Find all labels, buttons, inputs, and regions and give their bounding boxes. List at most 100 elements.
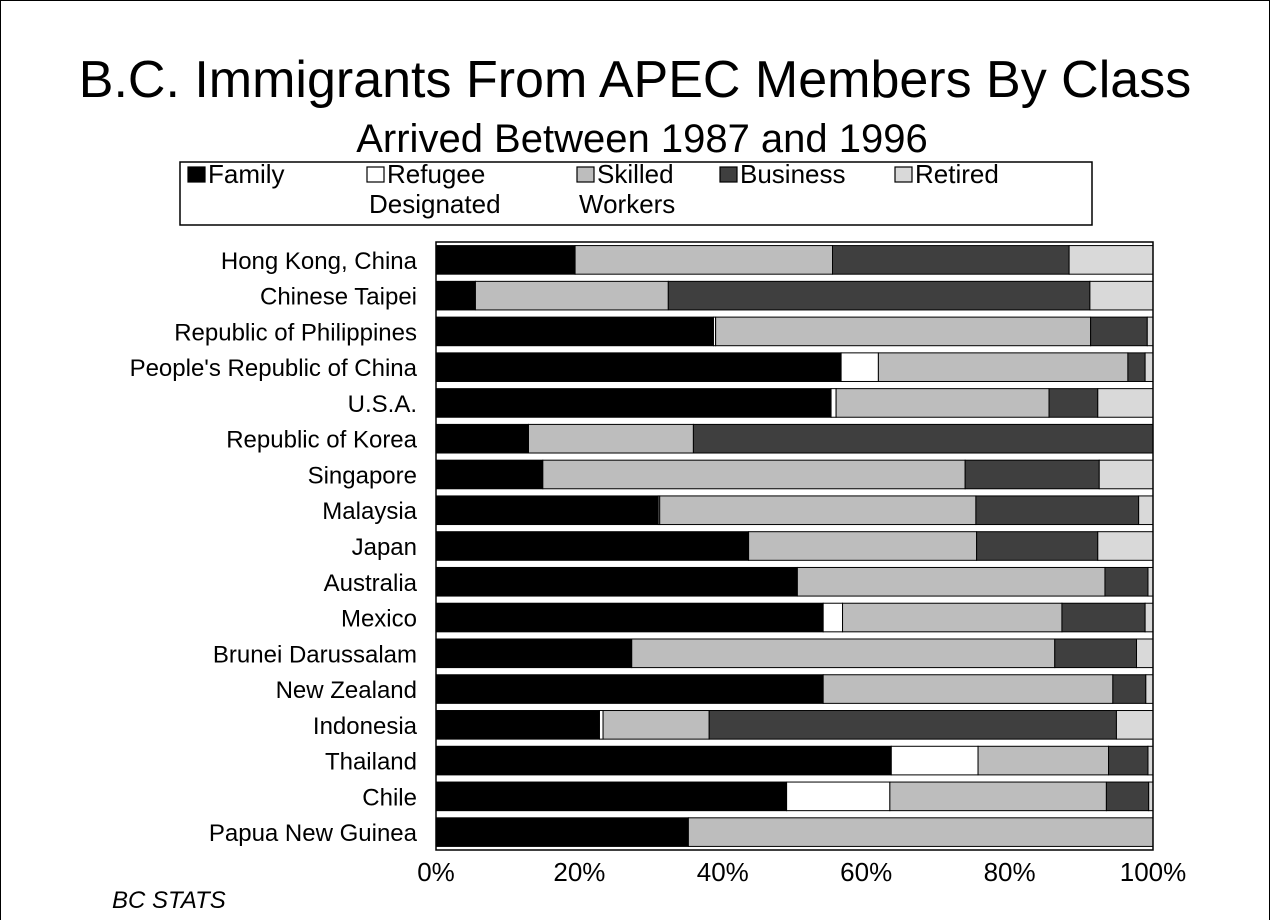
bar-segment-thailand-business (1108, 745, 1149, 776)
x-tick-label-0: 0% (417, 857, 455, 887)
bar-segment-brunei-darussalam-business (1054, 638, 1138, 669)
category-label-malaysia: Malaysia (322, 498, 417, 525)
bar-segment-singapore-skilled-workers (542, 459, 966, 490)
bar-segment-thailand-skilled-workers (977, 745, 1110, 776)
legend-label-retired: Retired (915, 159, 999, 189)
category-label-mexico: Mexico (341, 606, 417, 633)
bar-segment-chinese-taipei-business (667, 280, 1091, 311)
x-axis-tick-labels: 0% 20% 40% 60% 80% 100% (417, 857, 1186, 887)
bar-segment-republic-of-korea-business (692, 423, 1154, 454)
x-tick-label-5: 100% (1120, 857, 1187, 887)
bar-segment-japan-skilled-workers (748, 531, 978, 561)
legend-label-skilled-workers-line2: Workers (579, 189, 675, 219)
bar-segment-chile-refugee-designated (786, 781, 891, 812)
legend-swatch-retired (894, 166, 913, 183)
category-label-new-zealand: New Zealand (276, 677, 417, 704)
category-label-papua-new-guinea: Papua New Guinea (209, 820, 418, 847)
bar-segment-mexico-business (1061, 602, 1146, 633)
bar-segment-brunei-darussalam-skilled-workers (631, 638, 1056, 669)
category-label-japan: Japan (352, 534, 417, 561)
legend-swatch-skilled-workers (576, 166, 595, 183)
bar-segment-brunei-darussalam-family (435, 638, 633, 669)
bar-segment-japan-family (435, 531, 750, 561)
bar-segment-u-s-a-skilled-workers (835, 388, 1050, 418)
category-label-hong-kong-china: Hong Kong, China (221, 248, 418, 275)
plot-area-border (435, 241, 1154, 851)
category-label-chile: Chile (362, 784, 417, 811)
bar-segment-republic-of-philippines-family (435, 316, 714, 347)
bar-segment-republic-of-korea-family (435, 423, 529, 454)
bar-segment-japan-business (976, 531, 1099, 561)
bar-segment-indonesia-skilled-workers (602, 710, 710, 740)
bar-segment-indonesia-business (708, 710, 1117, 740)
bar-segment-mexico-skilled-workers (842, 602, 1063, 633)
bar-segment-u-s-a-family (435, 388, 832, 418)
bar-segment-thailand-family (435, 745, 892, 776)
bar-segment-u-s-a-business (1048, 388, 1099, 418)
legend-label-refugee-designated-line2: Designated (369, 189, 501, 219)
bar-segment-australia-family (435, 566, 798, 597)
bar-segment-hong-kong-china-business (832, 245, 1070, 275)
legend-label-business: Business (740, 159, 846, 189)
chart-subtitle: Arrived Between 1987 and 1996 (356, 117, 928, 161)
bar-segment-people-s-republic-of-china-retired (1144, 352, 1154, 382)
bar-segment-chile-business (1105, 781, 1150, 812)
bar-segment-malaysia-skilled-workers (659, 495, 977, 526)
bar-segment-papua-new-guinea-family (435, 817, 689, 847)
bar-segment-u-s-a-refugee-designated (830, 388, 837, 418)
source-label: BC STATS (112, 887, 226, 914)
bar-segment-chinese-taipei-skilled-workers (474, 280, 669, 311)
legend-box (179, 161, 1093, 226)
bar-segment-mexico-refugee-designated (822, 602, 844, 633)
legend-swatch-business (719, 166, 738, 183)
bar-segment-new-zealand-family (435, 674, 824, 704)
bar-segment-singapore-retired (1098, 459, 1154, 490)
chart-title: B.C. Immigrants From APEC Members By Cla… (79, 51, 1191, 109)
x-tick-label-2: 40% (697, 857, 749, 887)
bar-segment-republic-of-philippines-retired (1146, 316, 1154, 347)
bars (435, 245, 1154, 847)
bar-segment-thailand-refugee-designated (890, 745, 979, 776)
bar-segment-mexico-retired (1144, 602, 1154, 633)
bar-segment-singapore-family (435, 459, 544, 490)
category-label-indonesia: Indonesia (313, 713, 418, 740)
category-label-republic-of-philippines: Republic of Philippines (174, 319, 417, 346)
bar-segment-republic-of-philippines-business (1090, 316, 1148, 347)
bar-segment-malaysia-family (435, 495, 659, 526)
bar-segment-indonesia-family (435, 710, 600, 740)
x-tick-label-3: 60% (840, 857, 892, 887)
legend-swatch-refugee-designated (366, 166, 385, 183)
bar-segment-chinese-taipei-family (435, 280, 476, 311)
bar-segment-japan-retired (1097, 531, 1154, 561)
legend-label-refugee-designated: Refugee (387, 159, 485, 189)
legend-swatch-family (187, 166, 206, 183)
bar-segment-new-zealand-skilled-workers (822, 674, 1114, 704)
bar-segment-malaysia-retired (1138, 495, 1154, 526)
bar-segment-people-s-republic-of-china-family (435, 352, 842, 382)
bar-segment-people-s-republic-of-china-refugee-designated (840, 352, 879, 382)
bar-segment-indonesia-retired (1115, 710, 1154, 740)
bar-segment-hong-kong-china-family (435, 245, 576, 275)
bar-segment-australia-skilled-workers (796, 566, 1106, 597)
bar-segment-brunei-darussalam-retired (1136, 638, 1154, 669)
category-labels: Hong Kong, China Chinese Taipei Republic o… (130, 248, 418, 847)
bar-segment-new-zealand-business (1112, 674, 1147, 704)
bar-segment-chile-family (435, 781, 788, 812)
bar-segment-people-s-republic-of-china-skilled-workers (877, 352, 1129, 382)
category-label-australia: Australia (324, 570, 418, 597)
bar-segment-chinese-taipei-retired (1089, 280, 1154, 311)
category-label-republic-of-korea: Republic of Korea (226, 427, 417, 454)
x-tick-label-1: 20% (553, 857, 605, 887)
bar-segment-mexico-family (435, 602, 824, 633)
bar-segment-hong-kong-china-skilled-workers (574, 245, 834, 275)
category-label-u-s-a: U.S.A. (348, 391, 417, 418)
bar-segment-republic-of-korea-skilled-workers (527, 423, 694, 454)
bar-segment-republic-of-philippines-skilled-workers (715, 316, 1092, 347)
legend-label-family: Family (208, 159, 285, 189)
bar-segment-australia-business (1104, 566, 1149, 597)
bar-segment-chile-skilled-workers (889, 781, 1107, 812)
bar-segment-hong-kong-china-retired (1068, 245, 1154, 275)
bar-segment-malaysia-business (975, 495, 1140, 526)
